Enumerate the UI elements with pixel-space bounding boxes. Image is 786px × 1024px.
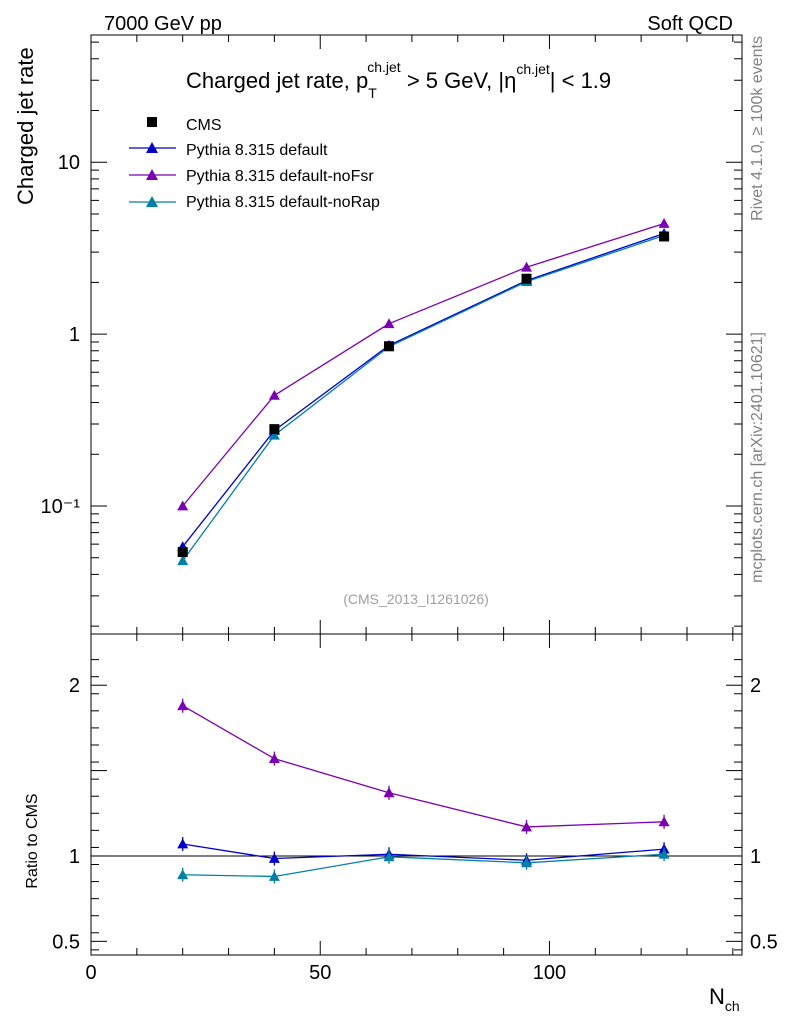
title-post: | < 1.9 (550, 68, 611, 93)
y-tick-label: 10⁻¹ (41, 496, 81, 518)
data-point-cms (269, 424, 280, 435)
series-line-pythia-8-315-default (182, 232, 665, 548)
data-point-pythia-8-315-default-nofsr (177, 500, 189, 511)
legend-label-cms: CMS (186, 117, 222, 134)
legend-marker-cms (147, 117, 157, 127)
ratio-line-pythia-8-315-default-norap (182, 853, 665, 878)
legend-label-nofsr: Pythia 8.315 default-noFsr (186, 168, 374, 185)
legend-label-norap: Pythia 8.315 default-noRap (186, 194, 380, 211)
legend-label-default: Pythia 8.315 default (186, 142, 328, 159)
ratio-tick-label: 1 (69, 846, 80, 868)
y-axis-label: Charged jet rate (13, 47, 38, 205)
analysis-watermark: (CMS_2013_I1261026) (343, 591, 489, 607)
data-point-pythia-8-315-default-nofsr (521, 261, 533, 272)
ratio-point-pythia-8-315-default (177, 838, 189, 849)
side-label-bottom: mcplots.cern.ch [arXiv:2401.10621] (749, 332, 766, 583)
chart-title: Charged jet rate, pTch.jet > 5 GeV, |ηch… (186, 59, 611, 101)
legend-marker-nofsr (146, 169, 158, 180)
y-tick-label: 10 (58, 152, 80, 174)
data-point-pythia-8-315-default-nofsr (268, 389, 280, 400)
ratio-point-pythia-8-315-default-nofsr (177, 700, 189, 711)
data-point-pythia-8-315-default-nofsr (658, 218, 670, 228)
ratio-plot-frame (90, 633, 743, 956)
data-point-pythia-8-315-default-norap (268, 429, 280, 440)
ratio-line-pythia-8-315-default-nofsr (182, 705, 665, 828)
ratio-point-pythia-8-315-default-nofsr (268, 753, 280, 764)
ratio-tick-label: 2 (69, 675, 80, 697)
ratio-point-pythia-8-315-default-nofsr (658, 816, 670, 827)
series-line-pythia-8-315-default-norap (182, 234, 665, 562)
header-right: Soft QCD (647, 13, 733, 35)
header-left: 7000 GeV pp (104, 13, 222, 35)
ratio-point-pythia-8-315-default-norap (177, 869, 189, 880)
series-line-pythia-8-315-default-nofsr (182, 222, 665, 507)
ratio-point-pythia-8-315-default-norap (658, 848, 670, 859)
data-point-cms (383, 341, 394, 352)
x-tick-label: 100 (533, 962, 566, 984)
data-point-cms (521, 273, 532, 284)
title-sup2: ch.jet (516, 61, 550, 77)
y-tick-label: 1 (69, 324, 80, 346)
x-tick-label: 0 (85, 962, 96, 984)
title-sup1: ch.jet (367, 59, 401, 75)
legend-marker-norap (146, 196, 158, 207)
ratio-tick-label-right: 0.5 (750, 931, 778, 953)
legend-marker-default (146, 142, 158, 153)
title-pre: Charged jet rate, p (186, 68, 368, 93)
data-point-pythia-8-315-default-norap (177, 555, 189, 566)
x-axis-label-main: N (709, 984, 725, 1009)
title-sub: T (368, 85, 377, 101)
ratio-point-pythia-8-315-default (268, 853, 280, 863)
data-point-pythia-8-315-default-nofsr (383, 318, 395, 329)
legend: CMS Pythia 8.315 default Pythia 8.315 de… (129, 117, 380, 211)
ratio-tick-label-right: 2 (750, 675, 761, 697)
data-point-cms (177, 546, 188, 557)
ratio-tick-label-right: 1 (750, 846, 761, 868)
data-point-cms (659, 231, 670, 242)
ratio-point-pythia-8-315-default-nofsr (383, 787, 395, 798)
ratio-point-pythia-8-315-default-nofsr (521, 821, 533, 832)
ratio-y-axis-label: Ratio to CMS (24, 793, 41, 888)
ratio-tick-label: 0.5 (52, 931, 80, 953)
ratio-point-pythia-8-315-default-norap (268, 870, 280, 881)
x-axis-label-sub: ch (725, 998, 740, 1014)
ratio-point-pythia-8-315-default-norap (521, 857, 533, 868)
side-label-top: Rivet 4.1.0, ≥ 100k events (749, 36, 766, 221)
title-mid: > 5 GeV, |η (401, 68, 517, 93)
ratio-point-pythia-8-315-default-norap (383, 851, 395, 862)
x-axis-label: Nch (709, 984, 740, 1014)
x-tick-label: 50 (309, 962, 331, 984)
